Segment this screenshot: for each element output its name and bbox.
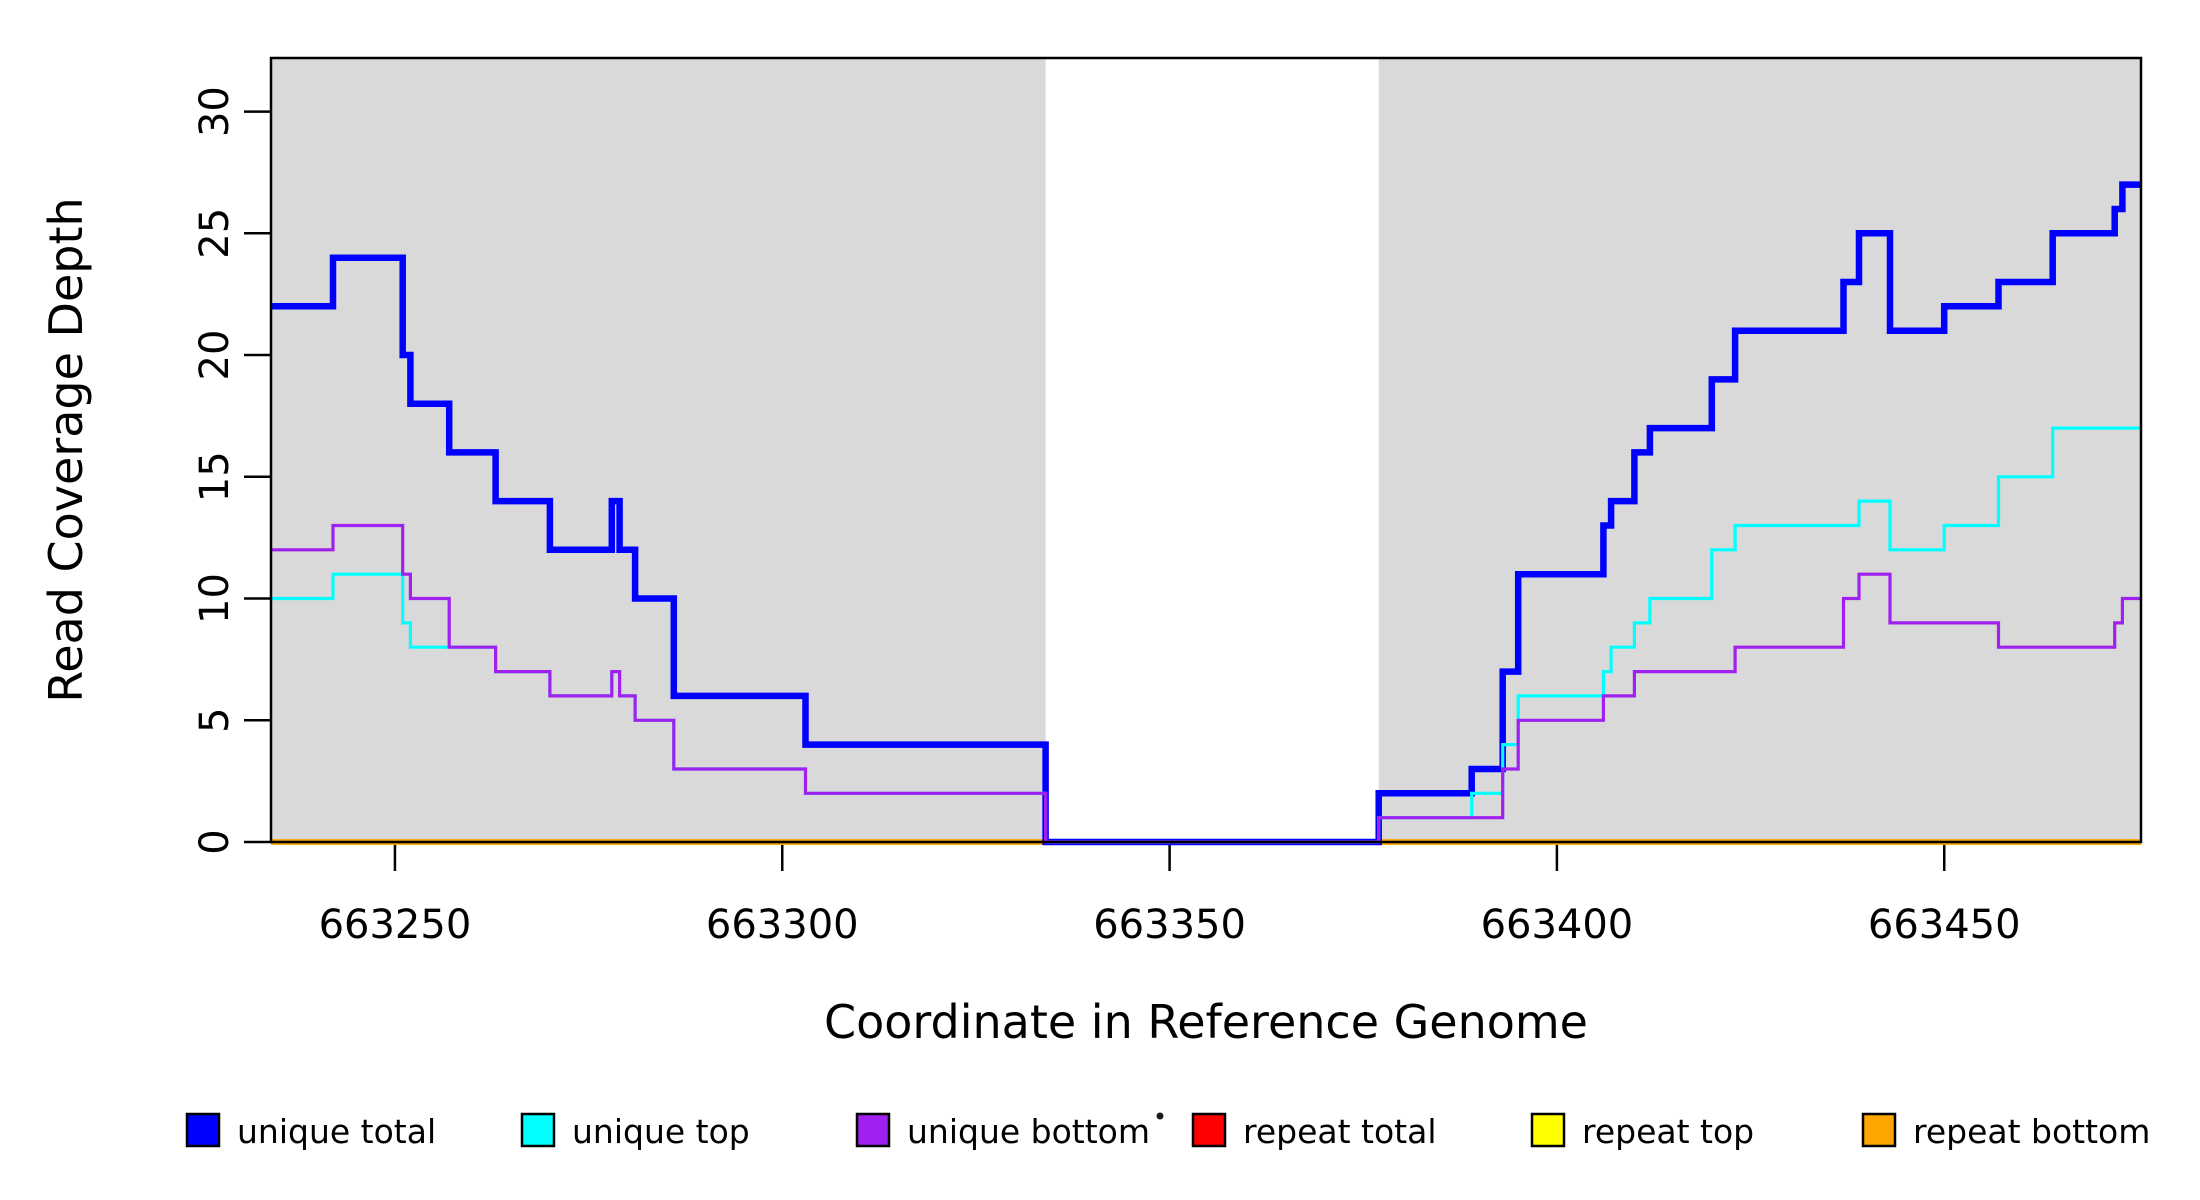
legend-label-unique-top: unique top	[572, 1112, 750, 1151]
legend-label-repeat-bottom: repeat bottom	[1913, 1112, 2150, 1151]
legend-label-unique-bottom: unique bottom	[907, 1112, 1150, 1151]
x-axis-tick-label: 663350	[1093, 902, 1246, 948]
x-axis-tick-label: 663450	[1868, 902, 2021, 948]
series-line-unique-total	[271, 181, 2141, 846]
y-axis-tick-label: 30	[192, 86, 238, 137]
legend-swatch-repeat-top	[1530, 1112, 1566, 1148]
legend-label-repeat-top: repeat top	[1582, 1112, 1754, 1151]
y-axis-tick-label: 10	[192, 573, 238, 624]
shaded-region	[271, 58, 1046, 842]
legend-swatch-repeat-total	[1191, 1112, 1227, 1148]
legend-swatch-unique-top	[520, 1112, 556, 1148]
stray-dot-artifact	[1156, 1112, 1164, 1120]
chart-render-root: 663250 663300 663350 663400 663450 0 5 10 15 20 25…	[185, 56, 2150, 1151]
y-axis-tick-label: 0	[192, 829, 238, 854]
legend-swatch-unique-total	[185, 1112, 221, 1148]
x-axis-title: Coordinate in Reference Genome	[824, 995, 1588, 1049]
x-axis-tick-label: 663400	[1481, 902, 1634, 948]
legend-swatch-repeat-bottom	[1861, 1112, 1897, 1148]
x-axis-tick-label: 663300	[706, 902, 859, 948]
shaded-region	[1378, 58, 2141, 842]
y-axis-tick-label: 5	[192, 708, 238, 733]
legend-swatch-unique-bottom	[855, 1112, 891, 1148]
y-axis-tick-label: 15	[192, 451, 238, 502]
legend-label-unique-total: unique total	[237, 1112, 436, 1151]
plot-border	[269, 56, 2143, 844]
y-axis-tick-label: 20	[192, 330, 238, 381]
legend-label-repeat-total: repeat total	[1243, 1112, 1437, 1151]
y-axis-title: Read Coverage Depth	[39, 197, 93, 702]
x-axis-tick-label: 663250	[319, 902, 472, 948]
y-axis-tick-label: 25	[192, 208, 238, 259]
